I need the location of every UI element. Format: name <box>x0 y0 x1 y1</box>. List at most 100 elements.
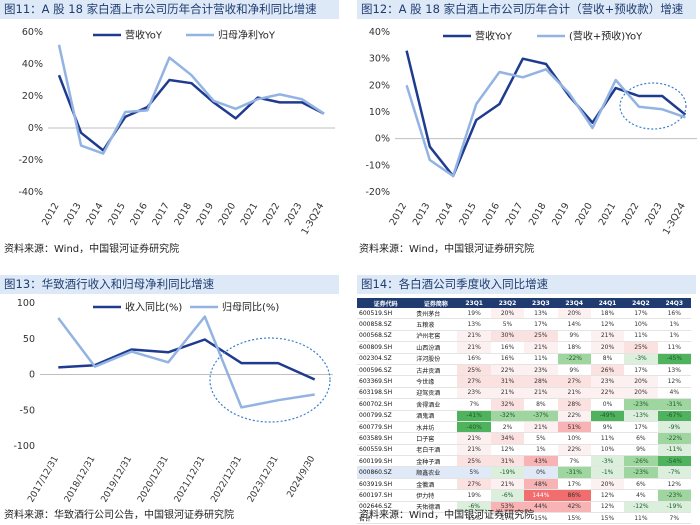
table-cell-value: 25% <box>457 455 491 468</box>
table-cell-value: 21% <box>590 330 625 343</box>
fig12-ytick: 40% <box>369 27 390 38</box>
table-cell-value: -32% <box>490 410 525 422</box>
table-cell-name: 五粮液 <box>414 318 458 331</box>
table-cell-code: 603919.SH <box>357 478 415 491</box>
panel-fig12: 图12：A 股 18 家白酒上市公司历年合计（营收+预收款）增速 40% 30% 2… <box>357 0 700 255</box>
fig11-xtick: 2022 <box>261 201 283 227</box>
table-cell-value: 20% <box>490 308 525 320</box>
table-cell-value: -3% <box>590 455 625 468</box>
table-cell-name: 今世缘 <box>414 375 458 388</box>
table-cell-name: 酒鬼酒 <box>414 410 458 422</box>
table-cell-value: 19% <box>457 489 491 502</box>
table-cell-value: 21% <box>490 478 525 491</box>
table-cell-code: 603589.SH <box>357 432 415 445</box>
table-cell-value: 28% <box>524 375 558 388</box>
fig12-source: 资料来源：Wind，中国银河证券研究院 <box>359 244 535 255</box>
table-header-cell: 23Q4 <box>557 298 591 308</box>
table-cell-value: 28% <box>557 398 591 411</box>
fig12-ytick: -20% <box>365 187 390 198</box>
table-cell-value: 18% <box>557 341 591 354</box>
table-cell-value: 20% <box>624 375 658 388</box>
table-row: 600809.SH 山西汾酒 21% 16% 21% 18% 20% 25% 11% <box>357 341 691 354</box>
table-cell-value: 4% <box>624 489 658 502</box>
table-cell-code: 000568.SZ <box>357 330 415 343</box>
table-cell-value: -45% <box>657 353 691 365</box>
table-cell-value: 15% <box>524 512 558 525</box>
table-cell-value: 19% <box>457 308 491 320</box>
table-cell-value: 12% <box>590 501 625 514</box>
table-cell-name: 洋河股份 <box>414 353 458 365</box>
table-cell-value: -67% <box>657 410 691 422</box>
table-cell-value: 11% <box>624 512 658 525</box>
table-cell-value: -12% <box>624 501 658 514</box>
fig11-xtick: 2017 <box>150 201 172 227</box>
table-cell-name: 老白干酒 <box>414 444 458 457</box>
table-cell-value: 13% <box>524 308 558 320</box>
table-cell-value: -23% <box>657 489 691 502</box>
table-cell-value: -23% <box>624 398 658 411</box>
table-cell-value: -26% <box>624 455 658 468</box>
table-cell-value: -6% <box>457 501 491 514</box>
table-cell-value: 16% <box>457 353 491 365</box>
table-cell-value: 17% <box>624 308 658 320</box>
fig12-xtick: 2018 <box>527 201 549 227</box>
fig11-title: 图11：A 股 18 家白酒上市公司历年合计营收和净利同比增速 <box>0 0 339 19</box>
table-cell-code: 600702.SH <box>357 398 415 411</box>
table-cell-value: 16% <box>490 353 525 365</box>
fig12-legend-label: (营收+预收)YoY <box>569 30 643 43</box>
fig13-title: 图13：华致酒行收入和归母净利同比增速 <box>0 275 339 294</box>
table-cell-value: 48% <box>524 478 558 491</box>
table-cell-code: 000799.SZ <box>357 410 415 422</box>
table-row: 603369.SH 今世缘 27% 31% 28% 27% 23% 20% 12% <box>357 375 691 388</box>
table-cell-value: 27% <box>557 375 591 388</box>
table-cell-value: 44% <box>524 501 558 514</box>
table-row: 合计 15% 17% 15% 15% 15% 11% 7% <box>357 512 691 525</box>
fig12-highlight-circle <box>619 82 687 130</box>
fig13-source: 资料来源：华致酒行公司公告，中国银河证券研究院 <box>4 510 234 521</box>
table-cell-value: -3% <box>624 353 658 365</box>
table-cell-value: 17% <box>624 421 658 434</box>
fig11-xtick: 2023 <box>283 201 305 227</box>
table-cell-value: 23% <box>457 387 491 400</box>
table-cell-value: 20% <box>557 308 591 320</box>
table-cell-value: 21% <box>457 444 491 457</box>
table-cell-name: 顺鑫农业 <box>414 466 458 479</box>
table-cell-value: 12% <box>657 478 691 491</box>
table-row: 603919.SH 金徽酒 27% 21% 48% 17% 20% 6% 12% <box>357 478 691 491</box>
fig12-xtick: 1-3Q24 <box>661 201 688 237</box>
table-cell-name: 金种子酒 <box>414 455 458 468</box>
table-cell-value: 5% <box>457 466 491 479</box>
fig11-source: 资料来源：Wind，中国银河证券研究院 <box>4 244 180 255</box>
fig13-highlight-circle <box>209 337 331 423</box>
table-cell-value: 26% <box>590 364 625 377</box>
table-cell-code: 002304.SZ <box>357 353 415 365</box>
fig11-legend-label: 营收YoY <box>125 29 163 42</box>
table-cell-code: 000858.SZ <box>357 318 415 331</box>
table-cell-value: -22% <box>657 432 691 445</box>
fig13-legend-label: 归母同比(%) <box>222 301 279 314</box>
table-cell-value: -31% <box>557 466 591 479</box>
fig13-series-b-line <box>57 315 315 409</box>
table-cell-value: -40% <box>457 421 491 434</box>
table-cell-value: 25% <box>624 341 658 354</box>
table-cell-value: 13% <box>657 364 691 377</box>
table-cell-value: -37% <box>524 410 558 422</box>
table-cell-value: 7% <box>557 455 591 468</box>
table-cell-value: -49% <box>590 410 625 422</box>
table-row: 600702.SH 舍得酒业 7% 32% 8% 28% 0% -23% -31% <box>357 398 691 411</box>
fig12-xtick: 2015 <box>457 201 479 227</box>
table-cell-value: 43% <box>524 455 558 468</box>
table-cell-value: -9% <box>657 421 691 434</box>
table-cell-name: 迎驾贡酒 <box>414 387 458 400</box>
table-cell-value: 8% <box>524 398 558 411</box>
panel-fig11: 图11：A 股 18 家白酒上市公司历年合计营收和净利同比增速 60% 40% 20… <box>0 0 340 255</box>
table-row: 000596.SZ 古井贡酒 25% 22% 23% 9% 26% 17% 13% <box>357 364 691 377</box>
table-cell-code: 600519.SH <box>357 308 415 320</box>
fig13-xtick: 2023/12/31 <box>246 455 281 505</box>
fig11-ytick: 20% <box>22 91 43 102</box>
table-cell-name: 古井贡酒 <box>414 364 458 377</box>
table-cell-value: 21% <box>490 387 525 400</box>
table-cell-value: 10% <box>590 444 625 457</box>
fig13-chart: 100 50 0 -50 -100 2017/12/31 2018/12/31 2019/12… <box>13 298 333 505</box>
table-cell-value: 7% <box>457 398 491 411</box>
